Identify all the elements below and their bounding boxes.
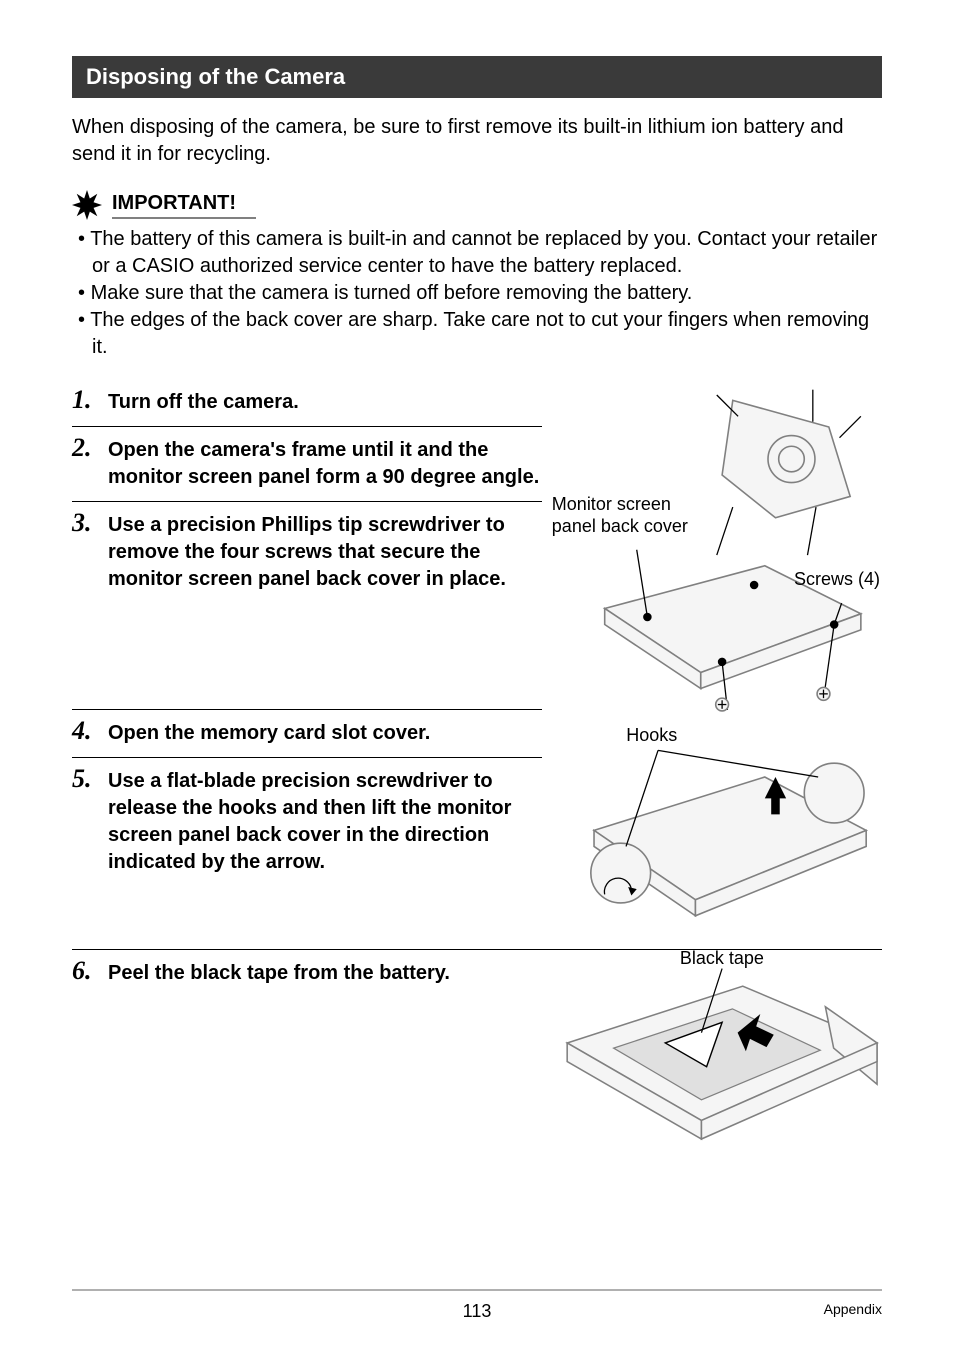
step-number: 4. <box>72 718 98 744</box>
important-bullet: Make sure that the camera is turned off … <box>72 280 882 307</box>
step-number: 3. <box>72 510 98 536</box>
figure-svg-tape <box>562 950 882 1167</box>
figure-svg-hooks <box>562 729 882 932</box>
step-text: Use a flat-blade precision screwdriver t… <box>108 766 542 876</box>
step-number: 5. <box>72 766 98 792</box>
page-footer: 113 Appendix <box>72 1289 882 1317</box>
figures-column: Monitor screen panel back cover Screws (… <box>562 379 882 949</box>
figure-black-tape: Black tape <box>562 950 882 1170</box>
footer-divider <box>72 1289 882 1291</box>
step-text: Peel the black tape from the battery. <box>108 958 450 987</box>
footer-section-name: Appendix <box>824 1301 882 1317</box>
step-text: Open the camera's frame until it and the… <box>108 435 542 491</box>
important-bullet: The battery of this camera is built-in a… <box>72 226 882 280</box>
starburst-icon <box>72 190 102 220</box>
step-number: 1. <box>72 387 98 413</box>
intro-paragraph: When disposing of the camera, be sure to… <box>72 114 882 168</box>
figure-label-monitor: Monitor screen panel back cover <box>552 494 712 537</box>
step-number: 6. <box>72 958 98 984</box>
important-label: IMPORTANT! <box>112 192 256 219</box>
step-5: 5. Use a flat-blade precision screwdrive… <box>72 758 542 886</box>
figure-label-screws: Screws (4) <box>782 569 892 591</box>
step-number: 2. <box>72 435 98 461</box>
step-6-row: 6. Peel the black tape from the battery.… <box>72 950 882 1190</box>
figure-camera-open: Monitor screen panel back cover Screws (… <box>562 379 882 709</box>
important-bullet: The edges of the back cover are sharp. T… <box>72 307 882 361</box>
step-3: 3. Use a precision Phillips tip screwdri… <box>72 502 542 603</box>
footer-page-number: 113 <box>463 1301 492 1322</box>
step-text: Use a precision Phillips tip screwdriver… <box>108 510 542 593</box>
section-title: Disposing of the Camera <box>86 64 345 89</box>
step-4: 4. Open the memory card slot cover. <box>72 710 542 757</box>
content-two-column: 1. Turn off the camera. 2. Open the came… <box>72 379 882 949</box>
section-header: Disposing of the Camera <box>72 56 882 98</box>
figure-svg-camera-open <box>562 379 882 731</box>
figure-hooks: Hooks <box>562 729 882 929</box>
step-text: Turn off the camera. <box>108 387 299 416</box>
step-text: Open the memory card slot cover. <box>108 718 430 747</box>
step-2: 2. Open the camera's frame until it and … <box>72 427 542 501</box>
important-bullet-list: The battery of this camera is built-in a… <box>72 226 882 361</box>
figure-label-tape: Black tape <box>562 948 882 970</box>
step-1: 1. Turn off the camera. <box>72 379 542 426</box>
important-callout: IMPORTANT! <box>72 190 882 220</box>
step-6: 6. Peel the black tape from the battery. <box>72 950 542 997</box>
figure-label-hooks: Hooks <box>602 725 702 747</box>
steps-column: 1. Turn off the camera. 2. Open the came… <box>72 379 542 949</box>
